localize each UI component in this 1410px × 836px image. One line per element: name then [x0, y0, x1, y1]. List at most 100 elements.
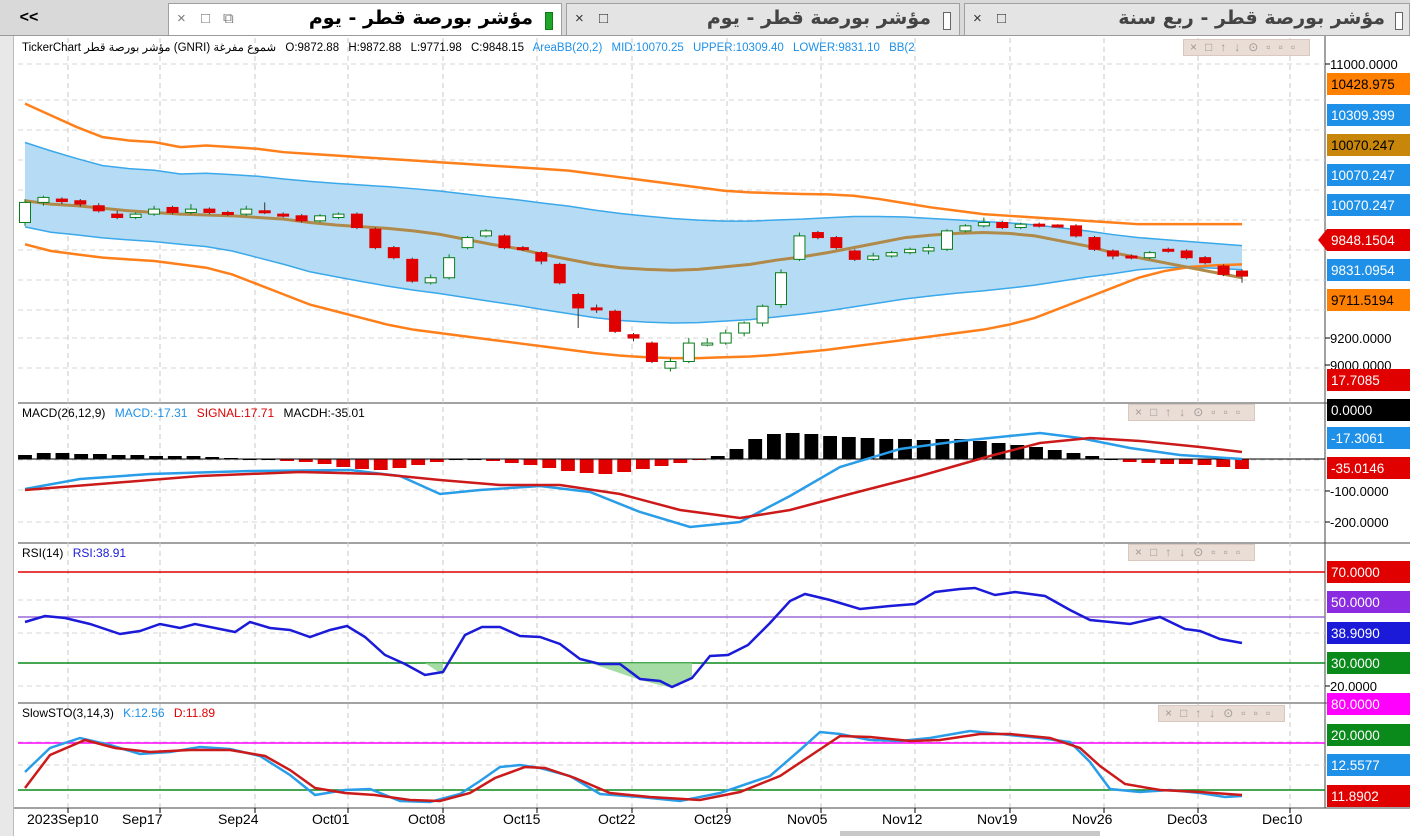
macd-axis-tag: -17.3061	[1331, 431, 1384, 446]
sto-axis-tag: 20.0000	[1331, 728, 1380, 743]
tab-restore-icon[interactable]: □	[201, 10, 211, 27]
sto-axis-tag: 80.0000	[1331, 697, 1380, 712]
tab-restore-icon[interactable]: □	[599, 10, 609, 27]
date-axis-label: Nov26	[1072, 811, 1113, 827]
candle-down	[1033, 223, 1046, 227]
macd-histogram-bar	[1066, 453, 1081, 459]
macd-histogram-bar	[748, 439, 763, 459]
candle-down	[350, 213, 363, 229]
sto-panel-controls[interactable]: ×□↑↓⊙▫▫▫	[1158, 705, 1286, 722]
candle-up	[885, 252, 898, 257]
tab-qe-index-daily-active[interactable]: × □ ⧉ مؤشر بورصة قطر - يوم	[168, 3, 562, 35]
macd-histogram-bar	[411, 459, 426, 465]
tab-restore-icon[interactable]: □	[997, 10, 1007, 27]
signal-line	[24, 436, 1243, 520]
candle-down	[74, 200, 87, 205]
candle-down	[553, 263, 566, 284]
candle-up	[479, 230, 492, 237]
candle-down	[277, 213, 290, 217]
price-axis-tag: 10070.247	[1331, 168, 1395, 183]
candle-down	[1236, 270, 1248, 277]
rsi-line	[24, 586, 1243, 689]
macd-histogram-bar	[1085, 456, 1100, 459]
macd-histogram-bar	[673, 459, 688, 463]
chart-canvas[interactable]: 11000.00009200.00009000.000010428.975103…	[14, 36, 1410, 836]
macd-histogram-bar	[729, 449, 744, 459]
sto-k-value: K:12.56	[123, 706, 165, 720]
rsi-axis-tag-bg	[1327, 622, 1410, 644]
macd-histogram-bar	[1029, 447, 1043, 459]
price-legend: TickerChart مؤشر بورصة قطر (GNRI) شموع م…	[22, 40, 921, 54]
rsi-axis-tag-bg	[1327, 591, 1410, 613]
date-axis-label: Oct15	[503, 811, 541, 827]
price-panel-controls[interactable]: ×□↑↓⊙▫▫▫	[1183, 39, 1311, 56]
macd-axis-tag-bg	[1327, 427, 1410, 449]
macd-histogram-bar	[130, 455, 145, 459]
tab-close-icon[interactable]: ×	[575, 10, 584, 27]
macd-histogram-bar	[579, 459, 594, 473]
tab-qe-index-quarterly[interactable]: × □ مؤشر بورصة قطر - ربع سنة	[964, 3, 1410, 35]
candle-up	[922, 247, 935, 252]
rsi-axis-tag: 50.0000	[1331, 595, 1380, 610]
price-axis-tag: 9831.0954	[1331, 263, 1395, 278]
macd-histogram-bar	[1160, 459, 1175, 464]
horizontal-scrollbar[interactable]	[840, 831, 1100, 836]
rsi-axis-tag: 30.0000	[1331, 656, 1380, 671]
candle-up	[184, 208, 197, 213]
bollinger-upper-line	[24, 102, 1242, 226]
candle-up	[129, 213, 142, 218]
tab-qe-index-daily[interactable]: × □ مؤشر بورصة قطر - يوم	[566, 3, 960, 35]
price-axis-tag-bg	[1327, 104, 1410, 126]
candle-up	[756, 305, 769, 324]
tab-detach-icon[interactable]: ⧉	[223, 10, 234, 27]
candle-down	[590, 307, 603, 311]
macd-histogram-bar	[336, 459, 351, 467]
macd-axis-tick: -100.0000	[1330, 484, 1389, 499]
macd-value: MACD:-17.31	[114, 406, 188, 420]
price-axis-tag: 9711.5194	[1331, 293, 1394, 308]
candle-up	[959, 225, 972, 232]
tab-close-icon[interactable]: ×	[177, 10, 186, 27]
candle-down	[1070, 225, 1083, 237]
tab-close-icon[interactable]: ×	[973, 10, 982, 27]
macd-histogram-bar	[954, 439, 969, 459]
macd-panel-controls[interactable]: ×□↑↓⊙▫▫▫	[1128, 404, 1256, 421]
date-axis-label: Oct22	[598, 811, 636, 827]
rsi-panel-controls[interactable]: ×□↑↓⊙▫▫▫	[1128, 544, 1256, 561]
macd-histogram-bar	[280, 459, 295, 461]
macd-histogram-bar	[991, 443, 1006, 459]
sto-axis-tag: 11.8902	[1331, 789, 1379, 804]
candle-down	[221, 211, 234, 215]
candle-down	[811, 232, 824, 239]
low-value: L:9771.98	[410, 42, 462, 54]
macd-histogram-bar	[167, 456, 182, 459]
candle-down	[258, 210, 271, 214]
candle-down	[848, 250, 861, 260]
price-axis-tag-bg	[1327, 369, 1410, 391]
chart-area[interactable]: 11000.0000 9200.0000 9000.0000 10428.975 103…	[14, 36, 1410, 836]
macd-histogram-bar	[186, 456, 201, 459]
sto-axis-tag-bg	[1327, 754, 1410, 776]
macd-histogram-bar	[205, 457, 220, 459]
candle-up	[719, 332, 732, 344]
macd-histogram-bar	[355, 459, 369, 469]
left-scroll-strip[interactable]	[0, 36, 14, 836]
candle-up	[775, 272, 788, 306]
tabs-collapse-button[interactable]: <<	[19, 9, 39, 26]
macd-histogram-bar	[785, 433, 800, 459]
macd-histogram-bar	[523, 459, 538, 465]
macd-histogram-bar	[1216, 459, 1231, 467]
date-axis-label: Nov12	[882, 811, 923, 827]
macd-histogram-bar	[767, 434, 781, 459]
candle-up	[682, 342, 695, 362]
candle-up	[424, 277, 437, 284]
sto-axis-tag-bg	[1327, 693, 1410, 715]
macd-histogram-bar	[879, 439, 894, 459]
candle-down	[627, 334, 640, 339]
bollinger-band-fill	[25, 142, 1242, 323]
macd-histogram-bar	[860, 438, 875, 459]
candle-up	[1014, 223, 1027, 229]
candle-down	[92, 205, 105, 212]
macd-histogram-bar	[18, 455, 32, 459]
candle-up	[443, 257, 456, 279]
